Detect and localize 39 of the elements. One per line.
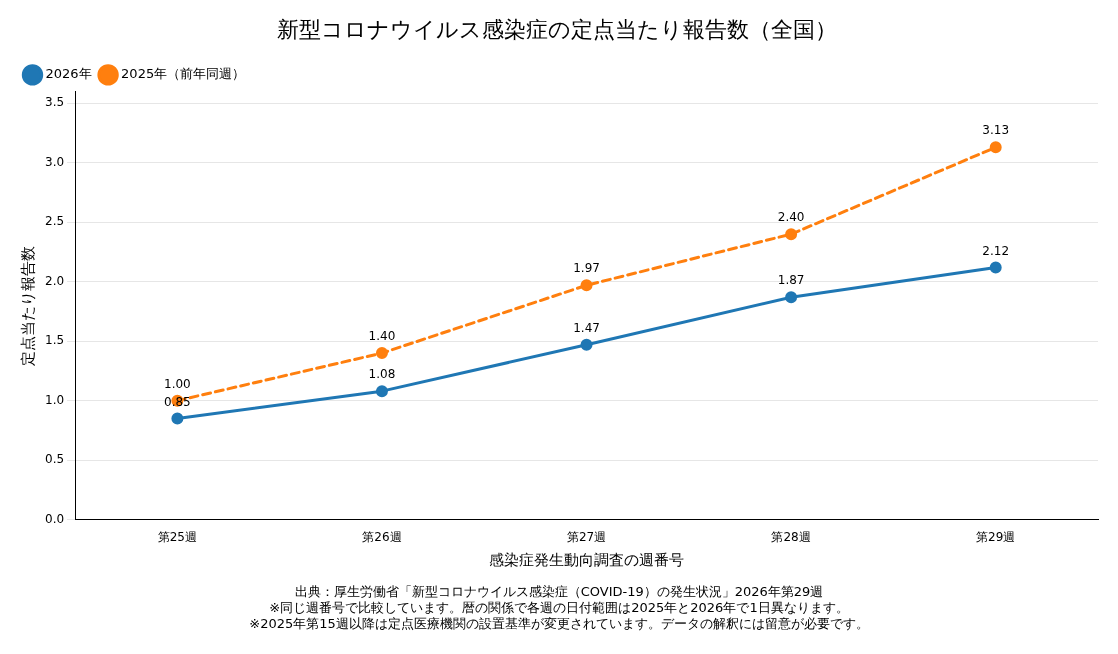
point [580,338,593,351]
x-tick-label: 第27週 [566,529,607,544]
legend-label: 2026年 [45,66,92,82]
x-tick-label: 第28週 [771,529,811,544]
data-label: 1.00 [164,376,191,391]
y-tick-label: 3.0 [44,154,65,169]
data-label: 1.87 [777,273,805,288]
point [989,141,1002,154]
point [375,347,388,360]
x-tick-label: 第26週 [362,529,402,544]
y-tick-label: 1.0 [44,392,65,407]
y-tick-label: 3.5 [44,95,65,110]
y-tick-label: 2.5 [44,214,65,229]
data-label: 1.08 [368,367,396,382]
text: ※同じ週番号で比較しています。暦の関係で各週の日付範囲は2025年と2026年で1日異なります。 [268,600,850,616]
x-axis-title: 感染症発生動向調査の週番号 [489,550,685,569]
point [580,279,593,292]
y-axis-title: 定点当たり報告数 [18,245,37,366]
data-label: 1.40 [368,329,396,344]
source-note: 出典：厚生労働省「新型コロナウイルス感染症（COVID-19）の発生状況」2026年第29週 [293,584,825,600]
x-tick-label: 第25週 [157,529,198,544]
y-tick-label: 1.5 [44,333,65,348]
data-label: 2.40 [777,210,805,225]
y-tick-label: 0.0 [44,511,65,526]
point [375,385,388,398]
point [785,291,798,304]
y-tick-label: 0.5 [44,452,65,467]
text: ※2025年第15週以降は定点医療機関の設置基準が変更されています。データの解釈には留意が必要です。 [248,616,870,632]
legend-label: 2025年（前年同週） [121,66,246,82]
x-tick-label: 第29週 [976,529,1016,544]
point [171,412,184,425]
data-label: 1.97 [573,261,600,276]
data-label: 3.13 [982,123,1010,138]
data-label: 2.12 [982,243,1010,258]
data-label: 1.47 [573,320,600,335]
y-tick-label: 2.0 [44,273,65,288]
point [785,228,798,241]
point [989,261,1002,274]
chart-title: 新型コロナウイルス感染症の定点当たり報告数（全国） [277,16,837,42]
